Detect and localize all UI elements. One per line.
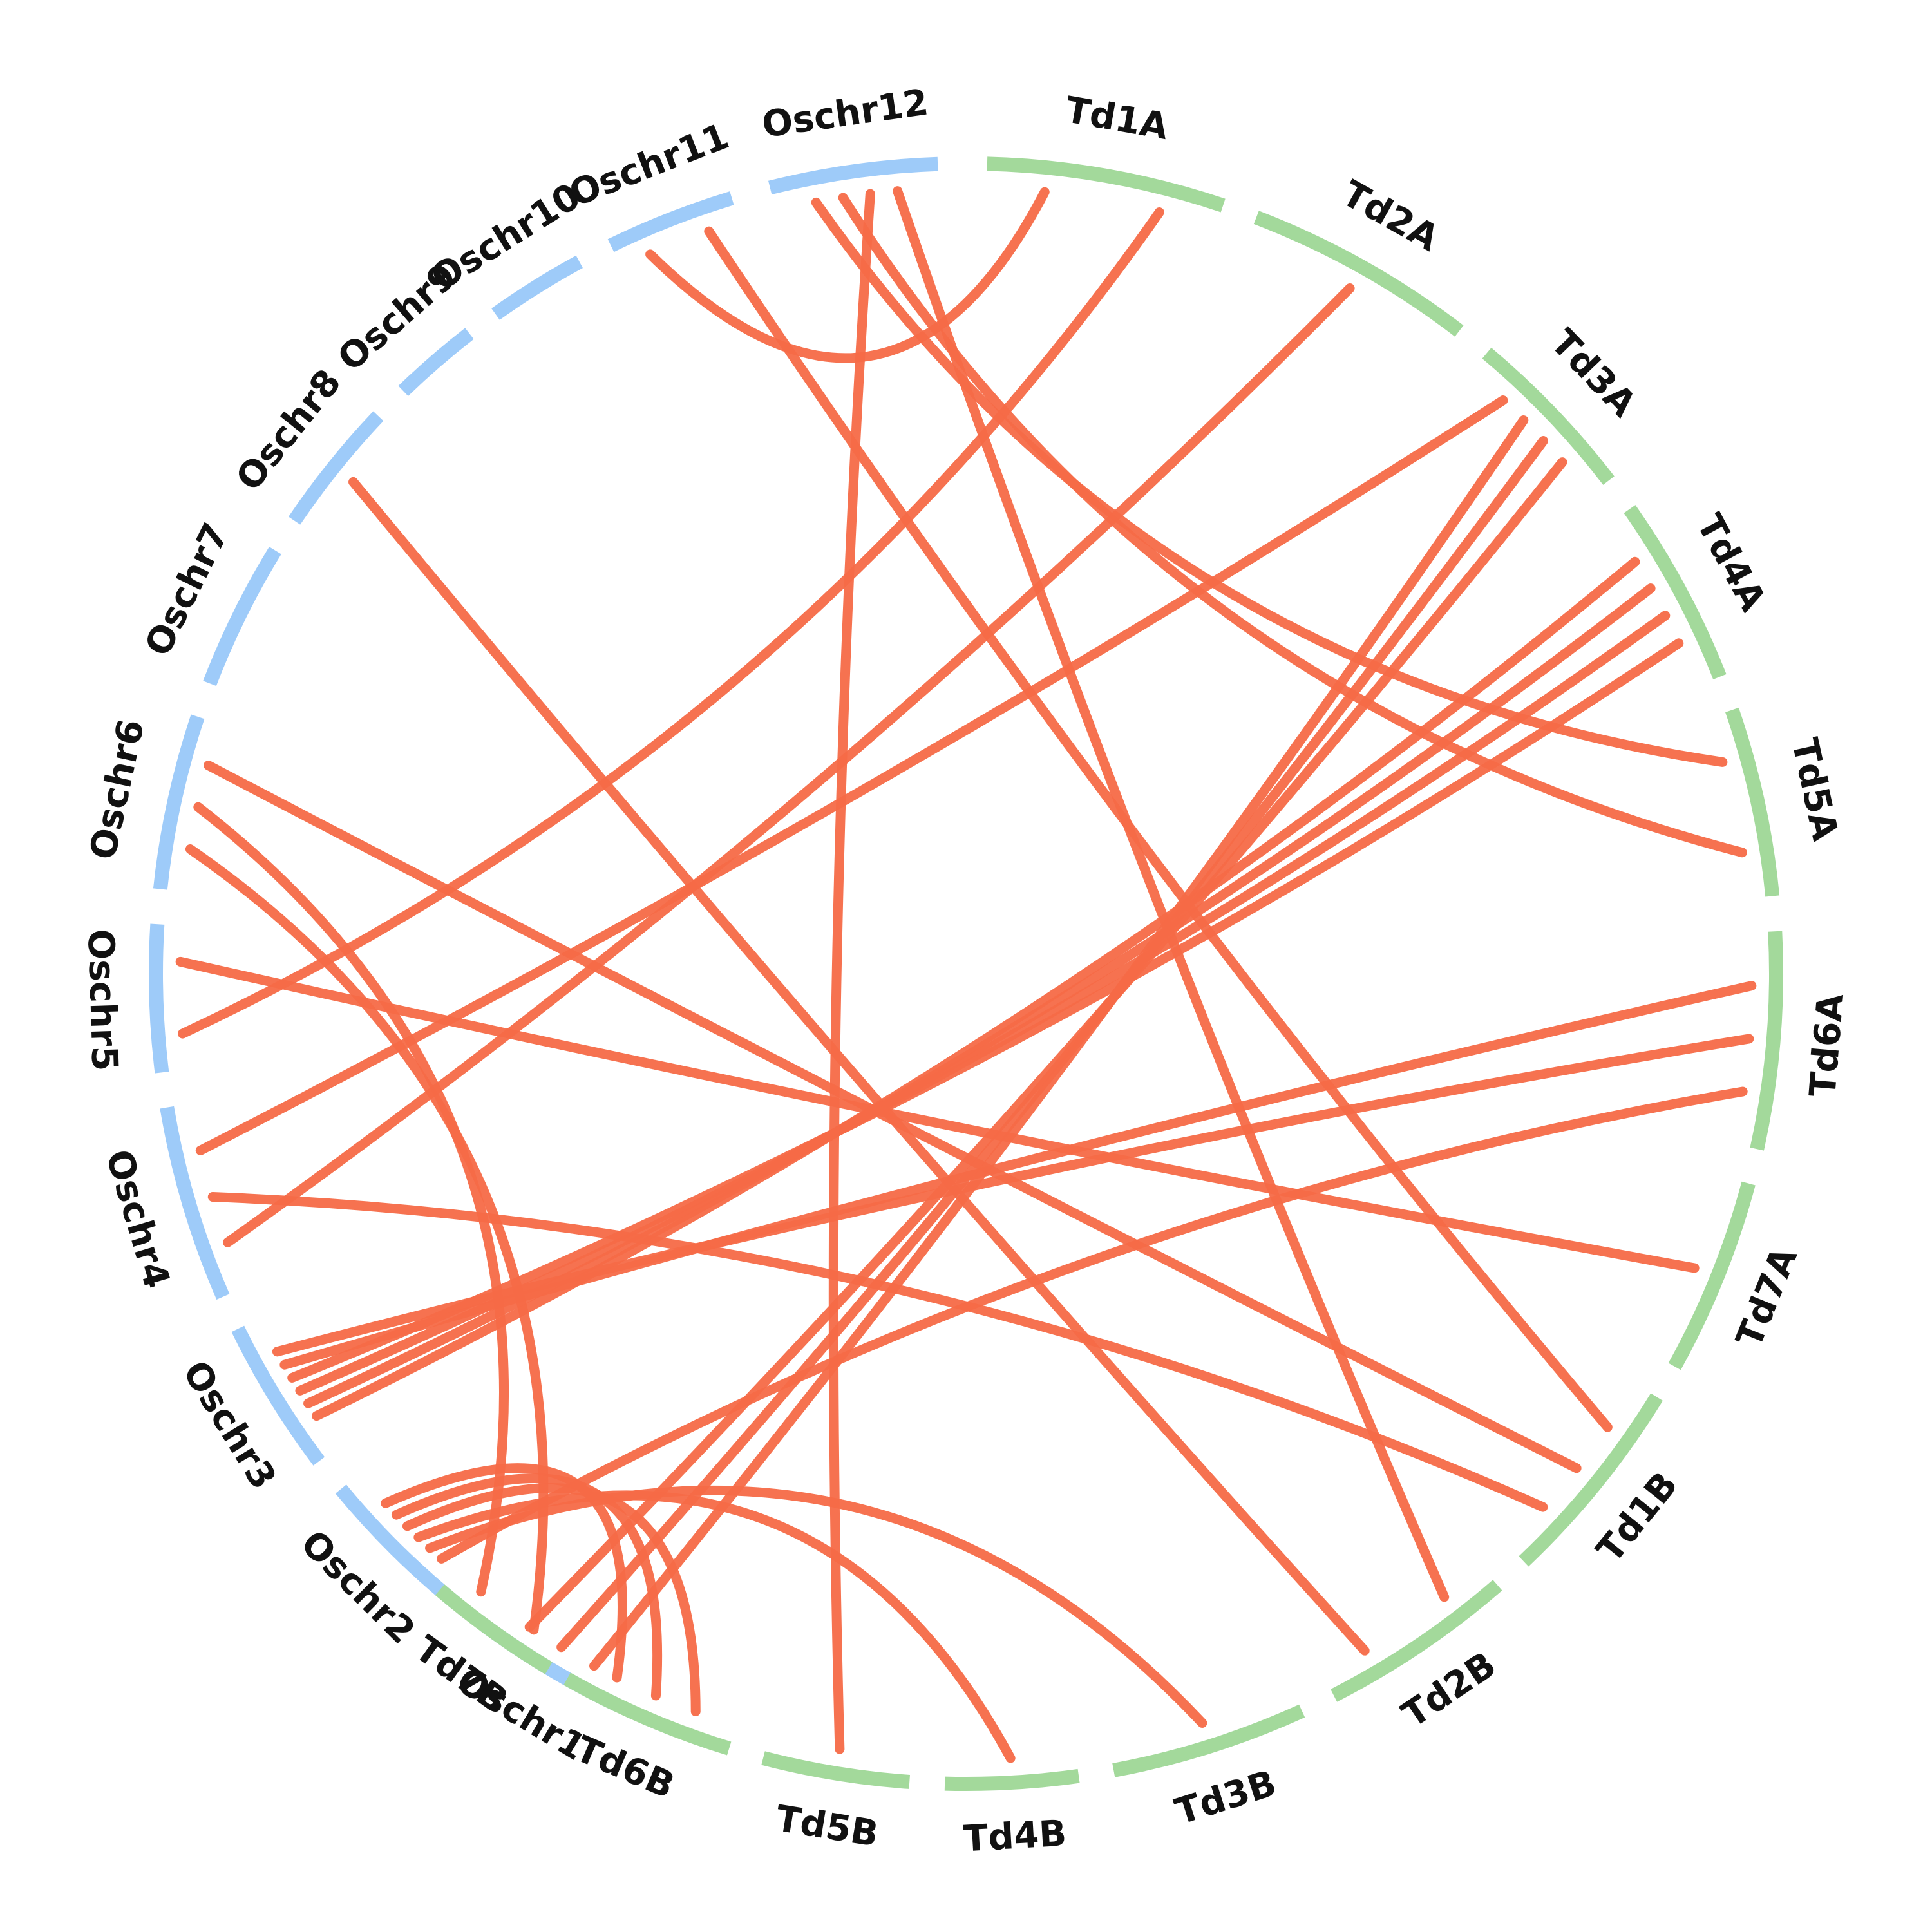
chromosome-label-td1a: Td1A <box>1062 89 1171 148</box>
chromosome-arc-oschr8 <box>288 411 384 525</box>
synteny-link-oschr2-td6a <box>437 1086 1748 1564</box>
chromosome-arc-td4b <box>944 1768 1080 1791</box>
chromosome-arc-td7b <box>435 1584 553 1674</box>
chromosome-arc-td4a <box>1624 505 1727 679</box>
chromosome-arc-oschr11 <box>607 191 734 252</box>
synteny-link-oschr3-td6a <box>279 981 1757 1370</box>
chromosome-arc-oschr12 <box>768 156 938 195</box>
synteny-link-oschr2-td6b <box>391 1473 663 1701</box>
chromosome-arc-oschr10 <box>491 255 583 320</box>
synteny-link-oschr3-td4a <box>287 638 1684 1383</box>
chromosome-arc-oschr9 <box>398 328 474 396</box>
synteny-link-oschr3-td6a <box>272 1034 1754 1357</box>
chromosome-arc-td1a <box>987 156 1226 213</box>
synteny-link-oschr12-td5b <box>828 189 875 1754</box>
synteny-link-oschr3-td4a <box>312 556 1640 1421</box>
synteny-link-oschr2-td6b <box>381 1463 627 1683</box>
chromosome-arc-oschr6 <box>153 714 205 890</box>
chromosome-label-td5a: Td5A <box>1783 735 1846 845</box>
synteny-link-oschr4-td2a <box>223 283 1355 1247</box>
synteny-link-oschr5-td7a <box>175 956 1700 1273</box>
chromosome-label-oschr5: Oschr5 <box>79 929 126 1072</box>
chromosome-label-td6b: Td6B <box>569 1728 681 1807</box>
chromosome-arc-td7a <box>1668 1181 1756 1370</box>
chromosome-arc-td2b <box>1331 1580 1502 1702</box>
chromosome-label-oschr2: Oschr2 <box>292 1522 422 1652</box>
synteny-link-oschr1-td3a <box>524 457 1567 1632</box>
synteny-link-oschr2-td6b <box>402 1483 701 1717</box>
chromosome-arc-td6b <box>564 1672 732 1756</box>
chromosome-label-td2a: Td2A <box>1335 173 1446 260</box>
chromosome-label-oschr6: Oschr6 <box>82 715 153 863</box>
synteny-link-oschr12-td2b <box>893 186 1450 1602</box>
chromosome-label-td4a: Td4A <box>1688 507 1774 619</box>
synteny-link-oschr12-td5a <box>811 197 1728 767</box>
chromosome-label-td4b: Td4B <box>962 1813 1067 1861</box>
synteny-link-oschr11-td1a <box>645 187 1050 363</box>
chromosome-label-td3b: Td3B <box>1170 1763 1281 1833</box>
synteny-link-oschr2-td3b <box>425 1485 1208 1728</box>
chromosome-label-td3a: Td3A <box>1542 321 1644 425</box>
chromosome-labels: Oschr1Oschr2Oschr3Oschr4Oschr5Oschr6Osch… <box>79 82 1852 1861</box>
chromosome-arc-td2a <box>1253 211 1464 337</box>
chromosome-arcs <box>149 156 1783 1791</box>
synteny-links <box>175 186 1757 1763</box>
chromosome-arc-td6a <box>1750 931 1783 1151</box>
chromosome-arc-td1b <box>1519 1393 1663 1567</box>
synteny-link-oschr6-td7b <box>193 802 509 1597</box>
chromosome-arc-oschr3 <box>231 1325 325 1466</box>
synteny-link-oschr2-td4b <box>413 1490 1016 1763</box>
chromosome-label-oschr12: Oschr12 <box>759 82 931 146</box>
chromosome-label-oschr4: Oschr4 <box>97 1145 178 1293</box>
synteny-link-oschr11-td1b <box>704 226 1613 1432</box>
chromosome-label-td6a: Td6A <box>1802 992 1852 1099</box>
chromosome-arc-td5b <box>761 1751 911 1789</box>
chromosome-arc-td5a <box>1725 707 1780 897</box>
synteny-link-oschr5-td1a <box>178 207 1164 1039</box>
chromosome-label-oschr10: Oschr10 <box>424 175 588 299</box>
chromosome-arc-td3b <box>1112 1704 1305 1777</box>
synteny-link-oschr6-td1b <box>204 761 1582 1473</box>
chromosome-label-td5b: Td5B <box>773 1797 881 1855</box>
synteny-link-oschr8-td2b <box>348 477 1370 1656</box>
chromosome-arc-td3a <box>1482 347 1615 485</box>
chromosome-arc-oschr7 <box>203 546 281 687</box>
synteny-link-oschr4-td3a <box>195 395 1508 1155</box>
chromosome-arc-oschr5 <box>149 923 169 1074</box>
chromosome-label-td7a: Td7A <box>1728 1241 1806 1353</box>
chromosome-arc-oschr4 <box>160 1106 230 1300</box>
